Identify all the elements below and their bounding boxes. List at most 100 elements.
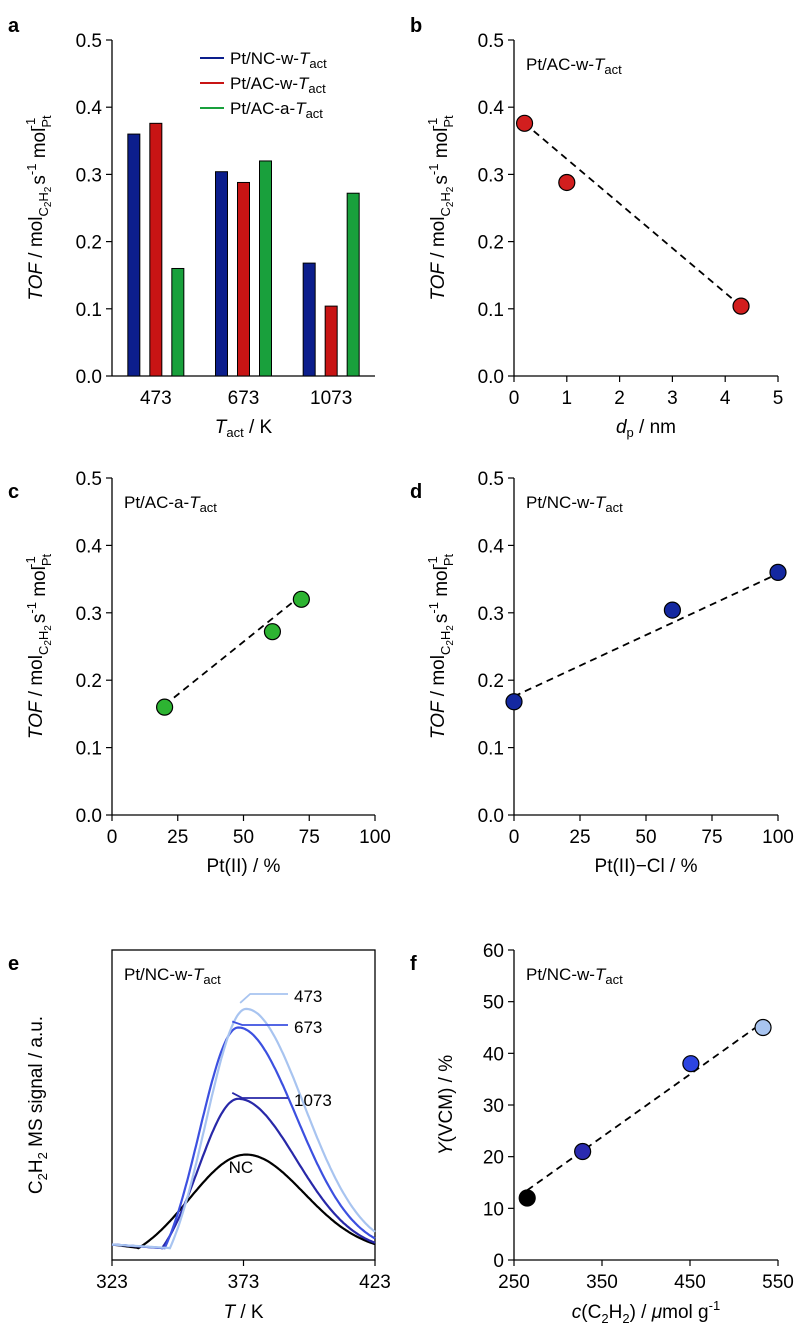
c-data-point: [263, 623, 282, 641]
bar-nc-w-473: [127, 133, 141, 377]
b-xtick-label: 5: [773, 388, 784, 409]
d-ytick-label: 0.1: [478, 739, 504, 760]
d-ytick-label: 0.3: [478, 604, 504, 625]
d-xtick-label: 25: [569, 827, 590, 848]
e-curve-label-1073: 1073: [294, 1091, 332, 1110]
c-data-point: [292, 590, 310, 608]
panel-label-c: c: [8, 481, 19, 503]
d-ytick-label: 0.2: [478, 671, 504, 692]
a-x-axis-label: Tact / K: [215, 417, 273, 440]
a-ytick-label: 0.3: [76, 165, 102, 186]
f-ytick-label: 40: [483, 1044, 504, 1065]
b-title: Pt/AC-w-Tact: [526, 55, 622, 77]
b-ytick-label: 0.3: [478, 165, 504, 186]
b-ytick-label: 0.4: [478, 98, 505, 119]
panel-a-bar-chart: 0.0 0.1 0.2 0.3 0.4 0.5 473 673 1073 Pt/NC-w-Tact…: [23, 31, 375, 440]
a-xtick-label: 473: [140, 388, 172, 409]
f-ytick-label: 10: [483, 1199, 504, 1220]
b-ytick-label: 0.2: [478, 233, 504, 254]
panel-e-tpd-curves: 323 373 423 Pt/NC-w-Tact 473 673 1073 NC T / K C2…: [26, 949, 391, 1323]
panel-label-a: a: [8, 15, 20, 37]
panel-f-scatter: 0 10 20 30 40 50 60 250 350 450 550 Pt/NC-w-Tact c(C…: [436, 941, 794, 1326]
c-ytick-label: 0.3: [76, 604, 102, 625]
b-fit-line: [523, 122, 742, 307]
c-y-axis-label: TOF / molC2H2s-1 molPt-1: [23, 553, 54, 739]
d-x-axis-label: Pt(II)−Cl / %: [595, 856, 698, 877]
a-ytick-label: 0.5: [76, 31, 102, 52]
d-data-point: [505, 693, 523, 711]
d-ytick-label: 0.0: [478, 806, 504, 827]
b-ytick-label: 0.0: [478, 367, 504, 388]
b-data-point: [732, 297, 750, 315]
bar-ac-w-1073: [324, 305, 338, 377]
f-ytick-label: 30: [483, 1096, 504, 1117]
f-y-axis-label: Y(VCM) / %: [436, 1055, 457, 1155]
a-y-axis-label: TOF / molC2H2s-1 molPt-1: [23, 115, 54, 301]
panel-label-d: d: [410, 481, 422, 503]
e-leader-1073: [231, 1092, 288, 1099]
a-xtick-label: 673: [228, 388, 260, 409]
c-x-axis-label: Pt(II) / %: [207, 856, 281, 877]
c-xtick-label: 75: [299, 827, 320, 848]
d-ytick-label: 0.5: [478, 469, 504, 490]
b-data-point: [558, 173, 576, 192]
c-xtick-label: 50: [233, 827, 254, 848]
e-curve-label-473: 473: [294, 987, 322, 1006]
f-xtick-label: 350: [586, 1272, 618, 1293]
b-y-axis-label: TOF / molC2H2s-1 molPt-1: [425, 115, 456, 301]
b-ytick-label: 0.5: [478, 31, 504, 52]
f-ytick-label: 0: [493, 1251, 504, 1272]
d-xtick-label: 100: [762, 827, 794, 848]
a-ytick-label: 0.1: [76, 300, 102, 321]
c-xtick-label: 100: [359, 827, 391, 848]
d-ytick-label: 0.4: [478, 536, 505, 557]
f-xtick-label: 250: [498, 1272, 530, 1293]
e-x-axis-label: T / K: [223, 1302, 263, 1323]
bar-nc-w-1073: [302, 262, 316, 377]
b-xtick-label: 4: [720, 388, 731, 409]
c-xtick-label: 25: [167, 827, 188, 848]
b-xtick-label: 3: [667, 388, 678, 409]
bar-ac-w-673: [237, 181, 250, 377]
b-ytick-label: 0.1: [478, 300, 504, 321]
panel-label-b: b: [410, 15, 422, 37]
f-title: Pt/NC-w-Tact: [526, 965, 623, 987]
legend-label-ac-a: Pt/AC-a-Tact: [230, 99, 323, 121]
e-title: Pt/NC-w-Tact: [124, 965, 221, 987]
f-fit-line: [526, 1021, 764, 1191]
tpd-curve-473: [111, 1007, 376, 1250]
bar-ac-a-1073: [346, 192, 360, 377]
f-data-point: [518, 1189, 536, 1207]
e-curve-label-673: 673: [294, 1018, 322, 1037]
panel-d-scatter: 0.0 0.1 0.2 0.3 0.4 0.5 0 25 50 75 100 Pt/NC-w-Tact…: [425, 469, 794, 877]
c-data-point: [156, 698, 174, 716]
d-xtick-label: 75: [701, 827, 722, 848]
d-fit-line: [513, 572, 779, 698]
f-data-point: [754, 1018, 772, 1037]
e-y-axis-label: C2H2 MS signal / a.u.: [26, 1016, 50, 1194]
panel-label-f: f: [410, 953, 417, 975]
c-ytick-label: 0.5: [76, 469, 102, 490]
f-ytick-label: 20: [483, 1148, 504, 1169]
c-title: Pt/AC-a-Tact: [124, 493, 217, 515]
b-xtick-label: 0: [509, 388, 520, 409]
legend-label-nc-w: Pt/NC-w-Tact: [230, 49, 327, 71]
f-xtick-label: 450: [674, 1272, 706, 1293]
b-xtick-label: 1: [562, 388, 573, 409]
bar-nc-w-673: [215, 171, 228, 377]
e-curve-label-NC: NC: [229, 1158, 254, 1177]
b-data-point: [515, 114, 534, 132]
bar-ac-w-473: [149, 122, 163, 377]
c-fit-line: [164, 594, 302, 706]
panel-b-scatter: 0.0 0.1 0.2 0.3 0.4 0.5 0 1 2 3 4 5 Pt/AC-w-Tact dp /…: [425, 31, 783, 440]
e-xtick-label: 423: [359, 1272, 391, 1293]
a-ytick-label: 0.0: [76, 367, 102, 388]
e-xtick-label: 323: [96, 1272, 128, 1293]
e-xtick-label: 373: [228, 1272, 260, 1293]
d-data-point: [663, 601, 682, 619]
tpd-curve-NC: [111, 1153, 376, 1250]
d-title: Pt/NC-w-Tact: [526, 493, 623, 515]
c-ytick-label: 0.2: [76, 671, 102, 692]
a-ytick-label: 0.4: [76, 98, 103, 119]
